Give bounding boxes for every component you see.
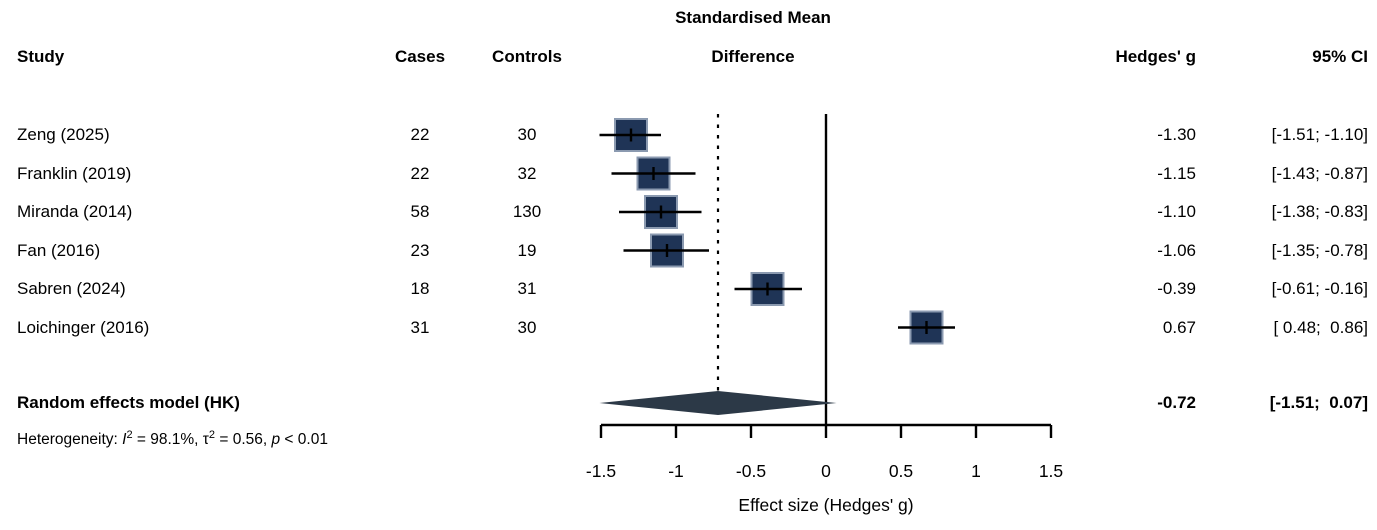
x-axis-tick-label: -0.5 <box>736 461 766 481</box>
study-name: Loichinger (2016) <box>17 317 150 337</box>
cases-value: 22 <box>410 125 430 144</box>
col-header-study: Study <box>17 47 65 66</box>
cases-value: 31 <box>410 317 430 337</box>
col-header-ci: 95% CI <box>1312 47 1368 66</box>
controls-value: 31 <box>517 279 537 298</box>
col-header-hedges-g: Hedges' g <box>1115 47 1196 66</box>
x-axis-tick-label: 0.5 <box>889 461 913 481</box>
study-name: Miranda (2014) <box>17 202 133 221</box>
col-header-controls: Controls <box>492 47 562 66</box>
ci-value: [-1.35; -0.78] <box>1271 240 1368 260</box>
col-header-cases: Cases <box>394 47 446 66</box>
ci-value: [-0.61; -0.16] <box>1271 279 1368 298</box>
study-name: Sabren (2024) <box>17 279 126 298</box>
summary-diamond <box>599 391 837 415</box>
x-axis-tick-label: 1.5 <box>1039 461 1063 481</box>
hedges-g-value: -1.06 <box>1157 240 1196 260</box>
hedges-g-value: -0.39 <box>1157 279 1196 298</box>
hedges-g-value: -1.15 <box>1157 163 1196 183</box>
summary-label: Random effects model (HK) <box>17 393 240 412</box>
heterogeneity-segment: p <box>271 431 281 448</box>
heterogeneity-segment: = 98.1%, τ <box>132 431 209 448</box>
summary-ci-value: [-1.51; 0.07] <box>1269 393 1368 412</box>
heterogeneity-segment: I <box>122 431 127 448</box>
x-axis-tick-label: -1.5 <box>586 461 616 481</box>
hedges-g-value: -1.10 <box>1157 202 1196 221</box>
study-name: Zeng (2025) <box>17 125 110 144</box>
study-name: Franklin (2019) <box>17 163 132 183</box>
cases-value: 22 <box>410 163 430 183</box>
plot-title-line2: Difference <box>711 47 795 66</box>
plot-title-line1: Standardised Mean <box>675 8 831 27</box>
hedges-g-value: 0.67 <box>1162 317 1196 337</box>
study-name: Fan (2016) <box>17 240 101 260</box>
cases-value: 58 <box>410 202 430 221</box>
heterogeneity-text: Heterogeneity: I2 = 98.1%, τ2 = 0.56, p … <box>17 428 328 452</box>
controls-value: 130 <box>512 202 542 221</box>
heterogeneity-segment: 2 <box>126 429 133 441</box>
x-axis-tick-label: 1 <box>971 461 981 481</box>
summary-g-value: -0.72 <box>1157 393 1196 412</box>
controls-value: 30 <box>517 125 537 144</box>
heterogeneity-segment: 2 <box>208 429 216 441</box>
ci-value: [-1.43; -0.87] <box>1271 163 1368 183</box>
controls-value: 30 <box>517 317 537 337</box>
heterogeneity-segment: < 0.01 <box>280 431 328 448</box>
ci-value: [-1.51; -1.10] <box>1271 125 1368 144</box>
cases-value: 23 <box>410 240 430 260</box>
ci-value: [ 0.48; 0.86] <box>1273 317 1368 337</box>
controls-value: 32 <box>517 163 537 183</box>
cases-value: 18 <box>410 279 430 298</box>
controls-value: 19 <box>517 240 537 260</box>
x-axis-tick-label: -1 <box>668 461 684 481</box>
heterogeneity-segment: = 0.56, <box>215 431 272 448</box>
ci-value: [-1.38; -0.83] <box>1271 202 1368 221</box>
heterogeneity-segment: Heterogeneity: <box>17 431 123 448</box>
x-axis-tick-label: 0 <box>821 461 831 481</box>
x-axis-title: Effect size (Hedges' g) <box>738 495 913 515</box>
hedges-g-value: -1.30 <box>1157 125 1196 144</box>
